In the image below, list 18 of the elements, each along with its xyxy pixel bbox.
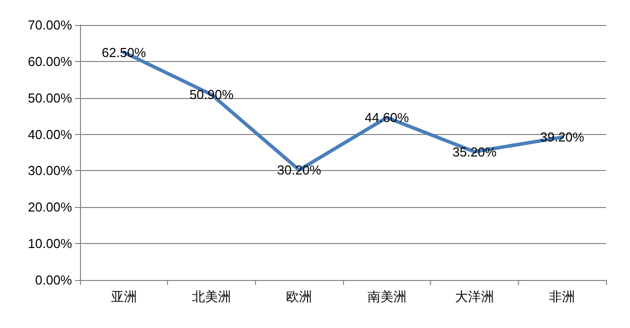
y-tick-label: 10.00%	[28, 236, 72, 252]
data-label: 39.20%	[540, 130, 585, 145]
x-tick-label: 非洲	[549, 289, 576, 304]
y-tick-label: 40.00%	[28, 126, 72, 142]
data-label: 62.50%	[102, 44, 146, 60]
y-tick-label: 20.00%	[28, 200, 72, 215]
y-tick-label: 60.00%	[28, 54, 72, 69]
data-label: 44.60%	[364, 110, 410, 126]
y-tick-label: 0.00%	[35, 272, 72, 288]
x-tick-label: 南美洲	[367, 289, 406, 304]
y-tick-label: 70.00%	[28, 18, 72, 32]
x-tick-label: 大洋洲	[455, 289, 494, 304]
x-tick-label: 欧洲	[286, 289, 312, 304]
x-tick-label: 北美洲	[192, 289, 231, 304]
y-tick-label: 50.00%	[28, 90, 72, 106]
y-tick-label: 30.00%	[28, 163, 72, 178]
x-tick-label: 亚洲	[110, 289, 137, 304]
data-label: 30.20%	[277, 162, 322, 178]
